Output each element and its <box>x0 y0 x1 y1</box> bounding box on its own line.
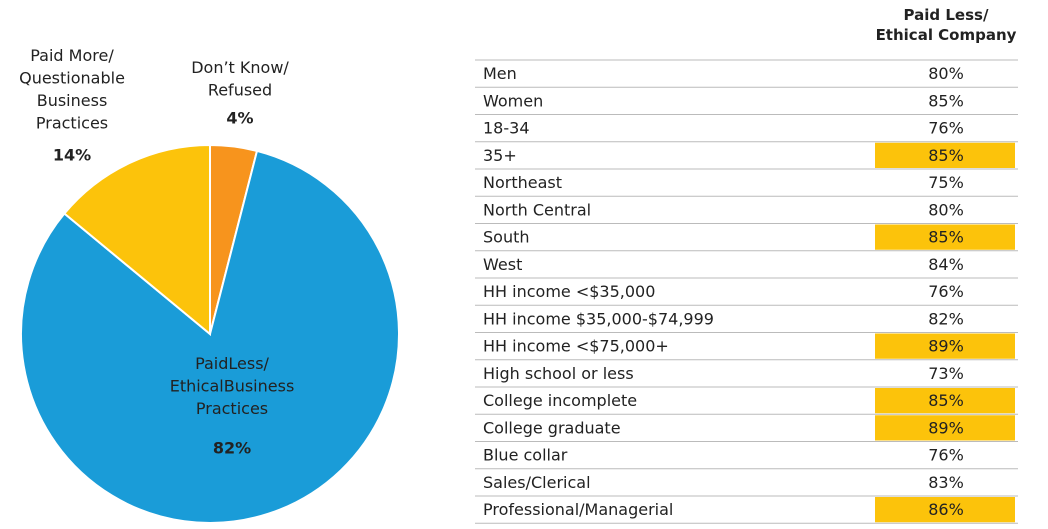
row-value: 85% <box>928 146 964 165</box>
row-value: 85% <box>928 91 964 110</box>
row-label: 35+ <box>483 146 517 165</box>
row-label: Northeast <box>483 173 562 192</box>
table-header: Paid Less/Ethical Company <box>876 6 1017 44</box>
row-label: Sales/Clerical <box>483 473 591 492</box>
slice-label: Paid More/Questionable Business Practices <box>19 46 125 133</box>
row-label: Men <box>483 64 517 83</box>
row-label: Blue collar <box>483 446 568 465</box>
highlight-cell <box>875 388 1015 414</box>
row-value: 89% <box>928 418 964 437</box>
row-value: 80% <box>928 200 964 219</box>
row-label: Women <box>483 91 543 110</box>
row-value: 84% <box>928 255 964 274</box>
row-label: 18-34 <box>483 119 530 138</box>
highlight-cell <box>875 415 1015 441</box>
slice-label: PaidLess/EthicalBusiness Practices <box>170 354 295 418</box>
slice-value: 14% <box>53 146 91 165</box>
row-value: 76% <box>928 119 964 138</box>
row-value: 82% <box>928 309 964 328</box>
row-label: South <box>483 228 530 247</box>
slice-value: 4% <box>226 109 253 128</box>
slice-value: 82% <box>213 439 251 458</box>
row-label: College graduate <box>483 418 621 437</box>
pie-slice <box>20 149 400 524</box>
row-label: North Central <box>483 200 591 219</box>
row-value: 86% <box>928 500 964 519</box>
row-value: 89% <box>928 337 964 356</box>
row-value: 76% <box>928 446 964 465</box>
row-label: HH income <$35,000 <box>483 282 655 301</box>
slice-label: Don’t Know/Refused <box>191 58 289 100</box>
highlight-cell <box>875 224 1015 250</box>
highlight-cell <box>875 333 1015 359</box>
row-label: West <box>483 255 522 274</box>
row-label: HH income <$75,000+ <box>483 337 669 356</box>
row-value: 75% <box>928 173 964 192</box>
row-value: 80% <box>928 64 964 83</box>
row-value: 73% <box>928 364 964 383</box>
highlight-cell <box>875 142 1015 168</box>
highlight-cell <box>875 497 1015 523</box>
row-label: HH income $35,000-$74,999 <box>483 309 714 328</box>
row-label: College incomplete <box>483 391 637 410</box>
pie-slice <box>62 143 211 337</box>
row-value: 83% <box>928 473 964 492</box>
row-value: 85% <box>928 228 964 247</box>
row-value: 85% <box>928 391 964 410</box>
row-label: High school or less <box>483 364 634 383</box>
row-label: Professional/Managerial <box>483 500 673 519</box>
row-value: 76% <box>928 282 964 301</box>
